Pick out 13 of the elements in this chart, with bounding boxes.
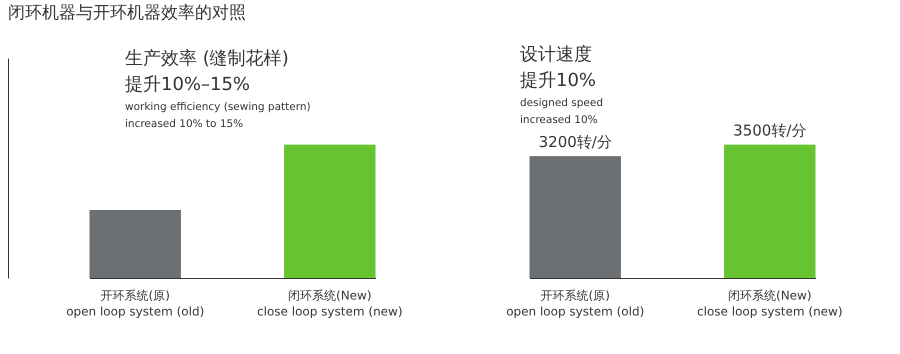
text: 提升10%–15% (125, 74, 250, 95)
text: 生产效率 (缝制花样) (125, 48, 289, 69)
x-tick-label: 闭环系统(New) close loop system (new) (697, 288, 843, 318)
x-tick-label: 开环系统(原) open loop system (old) (506, 288, 644, 318)
x-tick-label: 闭环系统(New) close loop system (new) (257, 288, 403, 318)
chart-title: 闭环机器与开环机器效率的对照 (8, 3, 246, 23)
text: 提升10% (520, 70, 596, 91)
text: designed speed increased 10% (520, 97, 604, 126)
text: 设计速度 (520, 44, 592, 65)
data-label: 3200转/分 (538, 133, 612, 152)
text: working efficiency (sewing pattern) increased 10% to 15% (125, 101, 311, 130)
x-tick-label: 开环系统(原) open loop system (old) (66, 288, 204, 318)
data-label: 3500转/分 (733, 122, 806, 140)
